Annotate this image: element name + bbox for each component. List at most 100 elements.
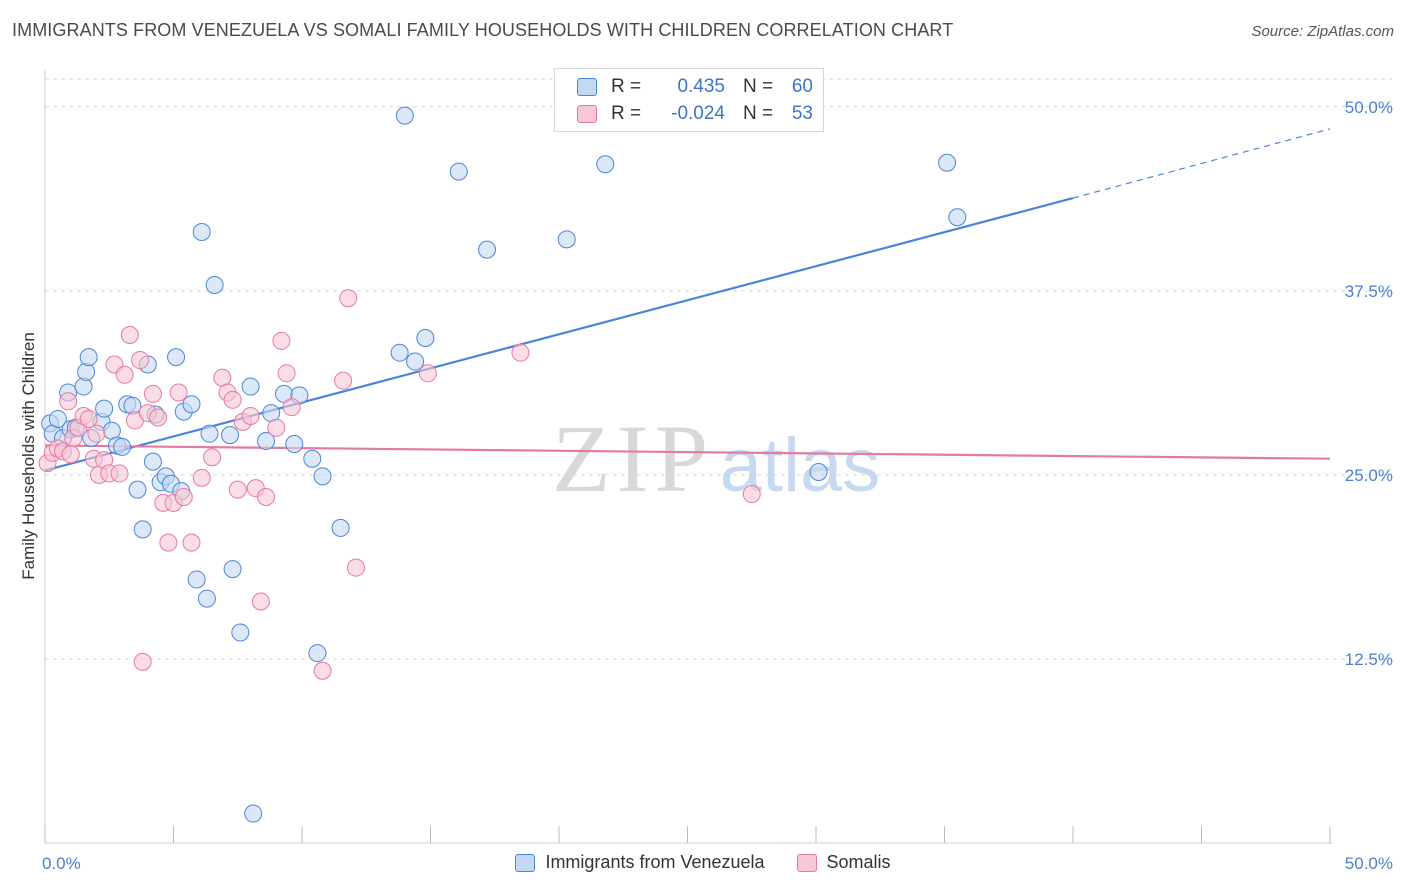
blue-point: [231, 623, 250, 642]
blue-point: [200, 424, 219, 443]
y-tick-label: 12.5%: [1345, 650, 1393, 669]
blue-point: [244, 804, 263, 823]
blue-point: [308, 644, 327, 663]
tick-labels: 12.5% 25.0% 37.5% 50.0% 0.0% 50.0%: [42, 98, 1393, 873]
pink-point: [131, 351, 150, 370]
pink-point: [182, 533, 201, 552]
pink-point: [334, 371, 353, 390]
legend-swatch-blue: [577, 78, 597, 96]
pink-point: [149, 408, 168, 427]
legend-row-somalis: R = -0.024 N = 53: [577, 101, 813, 127]
pink-point: [174, 487, 193, 506]
blue-point: [285, 434, 304, 453]
y-axis-label: Family Households with Children: [19, 332, 38, 580]
blue-point: [197, 589, 216, 608]
blue-point: [241, 377, 260, 396]
pink-point: [203, 448, 222, 467]
blue-point: [221, 426, 240, 445]
pink-point: [339, 289, 358, 308]
blue-point: [48, 409, 67, 428]
blue-point: [113, 437, 132, 456]
blue-point: [449, 162, 468, 181]
blue-point: [123, 396, 142, 415]
pink-point: [120, 326, 139, 345]
blue-point: [557, 230, 576, 249]
pink-point: [192, 468, 211, 487]
blue-point: [257, 432, 276, 451]
r-label: R =: [611, 76, 642, 97]
pink-point: [418, 364, 437, 383]
blue-point: [187, 570, 206, 589]
blue-point: [416, 328, 435, 347]
blue-point: [167, 348, 186, 367]
r-value: 0.435: [677, 76, 725, 97]
pink-point: [742, 485, 761, 504]
n-label: N =: [743, 103, 774, 124]
blue-point: [79, 348, 98, 367]
blue-point: [192, 222, 211, 241]
blue-trend-line: [44, 197, 1074, 472]
pink-point: [59, 392, 78, 411]
pink-point: [61, 445, 80, 464]
blue-point: [596, 155, 615, 174]
blue-point: [331, 518, 350, 537]
pink-point: [241, 407, 260, 426]
pink-point: [346, 558, 365, 577]
pink-point: [257, 487, 276, 506]
pink-point: [313, 661, 332, 680]
blue-point: [95, 399, 114, 418]
watermark: ZIP atlas: [552, 405, 880, 512]
pink-point: [277, 364, 296, 383]
blue-point: [133, 520, 152, 539]
legend-stats: R = 0.435 N = 60 R = -0.024 N = 53: [554, 68, 824, 132]
legend-label: Immigrants from Venezuela: [545, 852, 765, 872]
n-value: 53: [791, 103, 813, 124]
pink-point: [272, 331, 291, 350]
blue-point: [74, 377, 93, 396]
blue-point: [77, 362, 96, 381]
pink-point: [223, 390, 242, 409]
source-label: Source: ZipAtlas.com: [1251, 23, 1394, 40]
blue-point: [205, 275, 224, 294]
pink-point: [251, 592, 270, 611]
pink-point: [143, 384, 162, 403]
x-tick-label: 0.0%: [42, 854, 81, 873]
pink-point: [133, 652, 152, 671]
pink-point: [511, 343, 530, 362]
pink-point: [110, 464, 129, 483]
legend-swatch-blue: [515, 853, 536, 872]
blue-point: [406, 352, 425, 371]
legend-item-venezuela[interactable]: Immigrants from Venezuela: [515, 852, 765, 873]
pink-point: [282, 398, 301, 417]
r-label: R =: [611, 103, 642, 124]
blue-point: [938, 153, 957, 172]
blue-point: [809, 462, 828, 481]
trend-lines: [44, 128, 1331, 472]
n-label: N =: [743, 76, 774, 97]
legend-series: Immigrants from Venezuela Somalis: [0, 852, 1406, 873]
r-value: -0.024: [671, 103, 725, 124]
legend-row-venezuela: R = 0.435 N = 60: [577, 74, 813, 100]
y-tick-label: 50.0%: [1345, 98, 1393, 117]
legend-label: Somalis: [826, 852, 891, 872]
blue-point: [478, 240, 497, 259]
data-points: [38, 106, 967, 823]
blue-point: [948, 208, 967, 227]
chart-title: IMMIGRANTS FROM VENEZUELA VS SOMALI FAMI…: [12, 20, 954, 40]
pink-point: [267, 418, 286, 437]
legend-swatch-pink: [577, 105, 597, 123]
pink-point: [159, 533, 178, 552]
n-value: 60: [791, 76, 813, 97]
legend-item-somalis[interactable]: Somalis: [796, 852, 891, 873]
blue-point: [395, 106, 414, 125]
watermark-zip: ZIP: [552, 405, 714, 512]
pink-trend-line: [44, 444, 1331, 460]
pink-point: [228, 480, 247, 499]
blue-point: [128, 480, 147, 499]
blue-point: [313, 467, 332, 486]
pink-point: [115, 365, 134, 384]
blue-point: [223, 560, 242, 579]
blue-point: [143, 452, 162, 471]
pink-point: [169, 383, 188, 402]
